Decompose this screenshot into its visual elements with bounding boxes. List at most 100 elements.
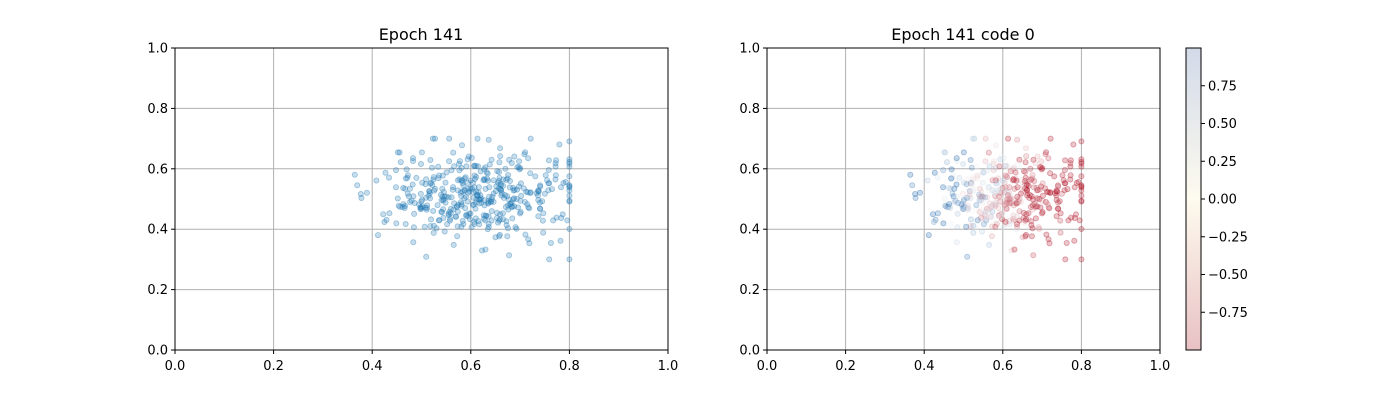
x-tick-label: 0.4 [914,359,935,374]
scatter-point [462,205,469,212]
colorbar-tick-label: 0.25 [1208,155,1237,170]
scatter-point [1009,177,1016,184]
scatter-point [496,217,503,224]
scatter-point [956,174,963,181]
scatter-point [1045,236,1052,243]
scatter-point [484,226,491,233]
scatter-point [402,175,409,182]
scatter-point [980,221,987,228]
scatter-point [454,233,461,240]
scatter-point [363,189,370,196]
scatter-point [410,224,417,231]
scatter-point [1012,212,1019,219]
scatter-point [1030,252,1037,259]
scatter-point [1005,189,1012,196]
scatter-point [484,175,491,182]
scatter-point [477,196,484,203]
scatter-point [447,215,454,222]
scatter-point [464,213,471,220]
x-tick-label: 0.2 [263,359,284,374]
scatter-point [1016,196,1023,203]
scatter-point [351,171,358,178]
scatter-point [459,188,466,195]
scatter-point [493,209,500,216]
scatter-point [985,184,992,191]
scatter-point [448,167,455,174]
scatter-point [482,212,489,219]
scatter-point [509,203,516,210]
scatter-point [433,225,440,232]
scatter-point [405,193,412,200]
scatter-point [1053,213,1060,220]
scatter-point [1013,197,1020,204]
scatter-point [1032,199,1039,206]
scatter-point [410,193,417,200]
scatter-point [514,164,521,171]
scatter-point [1019,234,1026,241]
scatter-point [419,203,426,210]
scatter-point [1025,182,1032,189]
scatter-point [427,179,434,186]
scatter-point [482,185,489,192]
scatter-point [1030,184,1037,191]
scatter-point [418,198,425,205]
scatter-point [513,225,520,232]
scatter-point [992,200,999,207]
scatter-point [427,156,434,163]
scatter-point [1031,200,1038,207]
scatter-point [980,193,987,200]
scatter-point [373,177,380,184]
scatter-point [1068,214,1075,221]
scatter-point [468,154,475,161]
scatter-point [971,185,978,192]
scatter-point [1028,193,1035,200]
scatter-point [402,185,409,192]
scatter-point [1078,163,1085,170]
scatter-point [982,158,989,165]
scatter-point [1023,145,1030,152]
scatter-point [988,203,995,210]
y-tick-label: 0.6 [147,162,168,177]
y-tick-label: 0.2 [147,283,168,298]
scatter-point [1054,188,1061,195]
points-left [351,135,573,263]
scatter-point [559,211,566,218]
scatter-point [466,216,473,223]
scatter-point [494,179,501,186]
scatter-point [968,179,975,186]
scatter-point [540,229,547,236]
scatter-point [1061,166,1068,173]
scatter-point [500,176,507,183]
scatter-point [1029,175,1036,182]
scatter-point [461,187,468,194]
scatter-point [1019,188,1026,195]
scatter-point [485,197,492,204]
scatter-point [984,167,991,174]
scatter-point [998,153,1005,160]
scatter-point [973,163,980,170]
scatter-point [515,204,522,211]
scatter-point [481,202,488,209]
scatter-point [1002,220,1009,227]
scatter-point [1038,183,1045,190]
scatter-point [954,193,961,200]
scatter-point [1000,185,1007,192]
scatter-point [481,176,488,183]
scatter-point [494,219,501,226]
scatter-point [460,220,467,227]
scatter-point [1032,204,1039,211]
scatter-point [449,186,456,193]
scatter-point [1078,183,1085,190]
scatter-point [992,142,999,149]
scatter-point [1055,199,1062,206]
scatter-point [464,198,471,205]
scatter-point [424,202,431,209]
scatter-point [909,182,916,189]
scatter-point [488,156,495,163]
scatter-point [970,187,977,194]
scatter-point [1062,157,1069,164]
scatter-point [446,217,453,224]
scatter-point [485,199,492,206]
scatter-point [1020,209,1027,216]
scatter-point [500,182,507,189]
